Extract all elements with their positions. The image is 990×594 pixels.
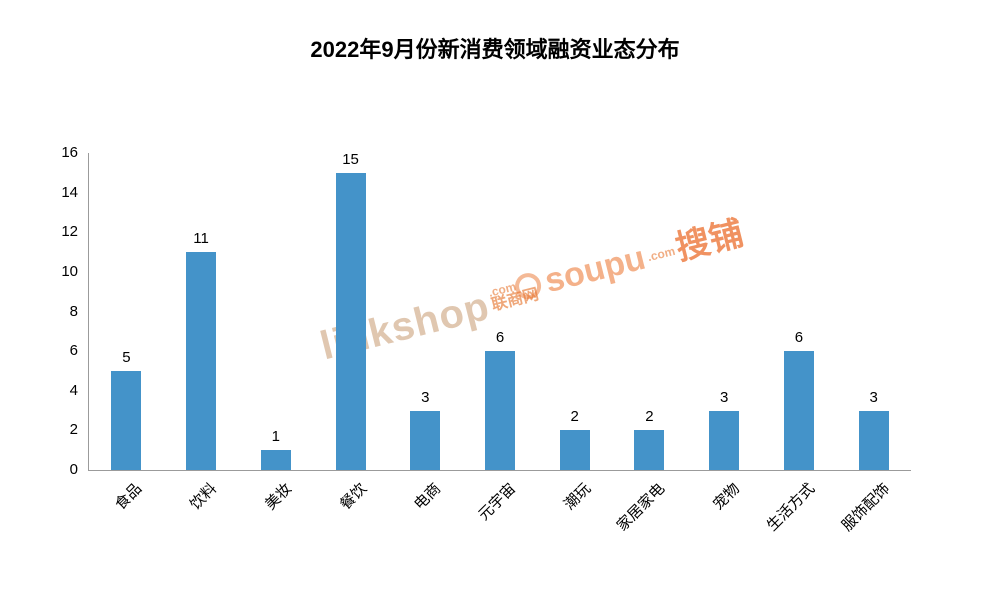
plot-area: 5 11 1 15 3 6 2 2 3 6 3 [88, 150, 911, 471]
y-tick-label: 8 [69, 302, 78, 320]
bar-value-label: 3 [869, 388, 878, 406]
x-axis-label: 宠物 [710, 480, 744, 514]
bar [858, 410, 889, 470]
x-axis-label: 电商 [411, 480, 445, 514]
x-axis-label: 家居家电 [614, 480, 669, 535]
y-tick-label: 12 [61, 223, 78, 241]
x-axis-label: 服饰配饰 [838, 480, 893, 535]
x-axis-label: 潮玩 [560, 480, 594, 514]
bar [186, 252, 217, 470]
bar [634, 430, 665, 470]
bar-value-label: 1 [271, 428, 280, 446]
bar-value-label: 3 [421, 388, 430, 406]
bar-value-label: 11 [193, 230, 209, 248]
x-axis-label: 生活方式 [763, 480, 819, 535]
y-tick-label: 16 [61, 144, 78, 161]
y-tick-label: 4 [69, 381, 78, 399]
bar [559, 430, 590, 470]
y-tick-label: 6 [69, 342, 78, 360]
x-axis-label: 餐饮 [336, 480, 370, 514]
bar [260, 450, 291, 470]
x-axis-label: 美妆 [261, 480, 295, 514]
bar-value-label: 3 [720, 388, 729, 406]
bar [335, 172, 366, 470]
y-tick-label: 0 [69, 461, 78, 478]
y-tick-label: 2 [69, 421, 78, 439]
bar-value-label: 2 [570, 408, 579, 426]
bar [410, 410, 441, 470]
x-axis-label: 元宇宙 [475, 480, 520, 524]
x-axis-label: 饮料 [186, 480, 221, 514]
y-tick-label: 10 [61, 262, 78, 280]
x-axis-label: 食品 [112, 480, 146, 514]
chart-title: 2022年9月份新消费领域融资业态分布 [310, 37, 680, 62]
bar-value-label: 2 [645, 408, 654, 426]
bar [783, 351, 814, 470]
bar-value-label: 5 [122, 348, 131, 366]
bar [485, 351, 515, 470]
bar [111, 370, 142, 470]
bar [709, 410, 740, 470]
y-tick-label: 14 [61, 183, 78, 201]
bar-value-label: 6 [794, 329, 804, 347]
bar-value-label: 15 [342, 150, 359, 168]
bar-value-label: 6 [495, 329, 505, 347]
